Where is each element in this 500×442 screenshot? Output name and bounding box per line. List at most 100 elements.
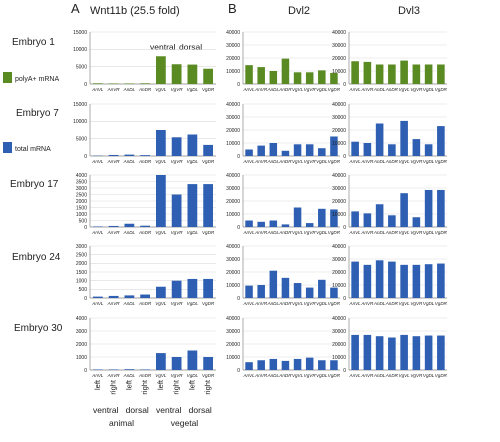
x-tick-label: AnDR [138, 373, 152, 378]
bar [245, 220, 253, 227]
x-tick-label: VgVL [292, 159, 304, 164]
x-tick-label: VgDL [316, 159, 328, 164]
bar [269, 71, 278, 84]
x-tick-label: VgVR [304, 230, 317, 235]
bar [437, 189, 445, 227]
x-tick-label: AnDL [267, 301, 280, 306]
bar [412, 336, 421, 370]
y-tick-label: 30000 [226, 329, 240, 335]
y-tick-label: 10000 [73, 119, 87, 125]
x-tick-label: AnVR [254, 87, 268, 92]
bar [363, 334, 372, 370]
bar [375, 204, 384, 227]
bar-chart-4-0: 0 1000 2000 3000 4000 AnVL AnVR AnDL AnDR VgVL VgV… [76, 316, 216, 378]
y-tick-label: 0 [84, 154, 87, 160]
x-tick-label: VgDR [328, 230, 341, 235]
x-tick-label: VgVL [292, 373, 304, 378]
bar [257, 285, 265, 298]
y-tick-label: 0 [84, 225, 87, 231]
x-tick-label: AnVL [349, 301, 362, 306]
bar [400, 193, 408, 227]
bar [375, 64, 384, 84]
x-tick-label: AnDL [267, 87, 280, 92]
bar [245, 285, 253, 298]
y-tick-label: 20000 [226, 56, 240, 62]
x-tick-label: AnVR [107, 301, 121, 306]
x-tick-label: VgVL [292, 230, 304, 235]
x-tick-label: AnVL [349, 87, 362, 92]
x-tick-label: AnDL [373, 159, 386, 164]
y-tick-label: 10000 [226, 69, 240, 75]
bar [293, 207, 302, 227]
bar [363, 143, 372, 156]
y-tick-label: 30000 [332, 186, 346, 192]
x-tick-label: VgVL [399, 87, 411, 92]
y-tick-label: 0 [237, 154, 240, 160]
y-tick-label: 2000 [76, 199, 87, 205]
x-tick-label: VgDR [328, 373, 341, 378]
y-tick-label: 4000 [76, 173, 87, 179]
x-tick-label: VgDR [435, 230, 448, 235]
bar [269, 143, 278, 156]
y-tick-label: 500 [79, 218, 88, 224]
x-tick-label: AnVL [91, 230, 104, 235]
x-tick-label: VgDL [316, 301, 328, 306]
bar [187, 278, 198, 298]
bar [281, 150, 290, 156]
y-tick-label: 40000 [332, 244, 346, 250]
x-tick-label: AnVL [349, 159, 362, 164]
x-tick-label: VgVR [304, 373, 317, 378]
bar [330, 72, 338, 84]
y-tick-label: 15000 [73, 30, 87, 36]
x-tick-label: VgVL [155, 87, 167, 92]
bar [108, 369, 119, 370]
y-tick-label: 10000 [226, 283, 240, 289]
y-tick-label: 40000 [226, 316, 240, 322]
y-tick-label: 0 [84, 296, 87, 302]
bar [424, 335, 433, 370]
bar [375, 336, 384, 370]
bar [140, 294, 151, 298]
x-tick-label: VgDL [316, 230, 328, 235]
bar [351, 141, 359, 156]
x-tick-label: AnDR [385, 230, 399, 235]
x-tick-label: AnDL [123, 301, 136, 306]
x-tick-label: VgVR [171, 87, 184, 92]
embryo-label: Embryo 30 [14, 323, 63, 334]
x-tick-label: VgDL [423, 87, 435, 92]
bar [412, 264, 421, 298]
x-tick-label: AnVL [349, 373, 362, 378]
bar [437, 64, 445, 84]
total-legend-label: total mRNA [15, 146, 51, 153]
side-label: right [172, 379, 181, 395]
bar [140, 155, 151, 156]
bar [203, 357, 214, 370]
bar-chart-3-0: 0 500 1000 1500 2000 2500 3000 AnVL AnVR AnDL AnDR… [76, 244, 216, 306]
bar [108, 83, 119, 84]
x-tick-label: AnDL [373, 301, 386, 306]
y-tick-label: 3000 [76, 186, 87, 192]
bar [424, 264, 433, 298]
bar [203, 68, 214, 84]
embryo-label: Embryo 24 [12, 252, 61, 263]
bar [318, 360, 326, 370]
x-tick-label: VgDR [435, 301, 448, 306]
bar [203, 278, 214, 298]
bar [203, 144, 214, 156]
x-tick-label: AnVR [254, 159, 268, 164]
x-tick-label: AnDL [267, 373, 280, 378]
bar [171, 194, 182, 227]
x-tick-label: AnVR [107, 87, 121, 92]
y-tick-label: 40000 [226, 173, 240, 179]
x-tick-label: VgDL [423, 373, 435, 378]
bar [363, 264, 372, 298]
bar [351, 261, 359, 298]
x-tick-label: VgDL [316, 373, 328, 378]
y-tick-label: 20000 [332, 342, 346, 348]
x-tick-label: VgVR [304, 87, 317, 92]
x-tick-label: VgVR [171, 159, 184, 164]
x-tick-label: VgVL [155, 373, 167, 378]
